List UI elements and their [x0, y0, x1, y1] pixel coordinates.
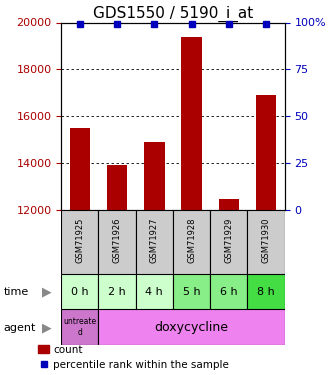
Bar [61, 210, 99, 274]
Bar [70, 128, 90, 210]
Bar [136, 210, 173, 274]
Bar [218, 200, 239, 210]
Text: 8 h: 8 h [257, 286, 275, 297]
Legend: count, percentile rank within the sample: count, percentile rank within the sample [38, 345, 229, 370]
Bar [247, 210, 285, 274]
Bar [173, 210, 210, 274]
Bar [181, 37, 202, 210]
Bar [99, 210, 136, 274]
Bar [61, 309, 99, 345]
Text: time: time [3, 287, 28, 297]
Bar [136, 274, 173, 309]
Bar [107, 165, 127, 210]
Text: 6 h: 6 h [220, 286, 238, 297]
Text: ▶: ▶ [42, 322, 51, 334]
Bar [61, 274, 99, 309]
Text: 5 h: 5 h [183, 286, 200, 297]
Text: 4 h: 4 h [145, 286, 163, 297]
Text: 0 h: 0 h [71, 286, 89, 297]
Bar [210, 210, 247, 274]
Text: agent: agent [3, 323, 36, 333]
Bar [173, 274, 210, 309]
Text: GSM71925: GSM71925 [75, 218, 84, 263]
Text: GSM71926: GSM71926 [113, 218, 121, 263]
Bar [256, 95, 276, 210]
Text: GSM71927: GSM71927 [150, 218, 159, 263]
Bar [99, 309, 285, 345]
Bar [247, 274, 285, 309]
Bar [210, 274, 247, 309]
Text: 2 h: 2 h [108, 286, 126, 297]
Text: ▶: ▶ [42, 285, 51, 298]
Text: GSM71929: GSM71929 [224, 218, 233, 263]
Bar [144, 142, 165, 210]
Title: GDS1550 / 5190_i_at: GDS1550 / 5190_i_at [93, 6, 253, 22]
Bar [99, 274, 136, 309]
Text: GSM71930: GSM71930 [261, 218, 270, 263]
Text: doxycycline: doxycycline [155, 321, 229, 334]
Text: untreate
d: untreate d [63, 318, 96, 337]
Text: GSM71928: GSM71928 [187, 218, 196, 263]
